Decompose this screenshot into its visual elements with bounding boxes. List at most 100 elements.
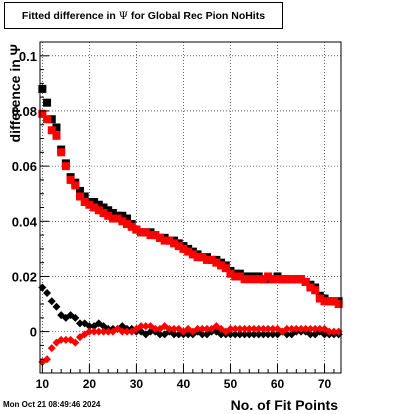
y-tick-label: 0.06	[12, 159, 37, 174]
data-point	[245, 275, 254, 284]
data-point	[264, 272, 273, 281]
tick-labels: 10 20 30 40 50 60 70 0 0.02 0.04 0.06 0.08 0.1	[12, 49, 332, 391]
y-tick-label: 0.02	[12, 269, 37, 284]
data-point	[47, 344, 56, 353]
data-point	[127, 222, 136, 231]
data-point	[282, 324, 291, 333]
data-point	[329, 297, 338, 306]
data-point	[287, 275, 296, 284]
data-point	[202, 255, 211, 264]
data-point	[217, 261, 226, 270]
data-point	[254, 324, 263, 333]
data-point	[297, 275, 306, 284]
axis-ticks	[40, 41, 335, 374]
data-point	[264, 324, 273, 333]
data-point	[123, 214, 132, 223]
data-point	[85, 327, 94, 336]
data-point	[259, 324, 268, 333]
series-1	[38, 84, 343, 306]
data-point	[155, 330, 164, 339]
data-point	[47, 126, 56, 135]
data-point	[315, 294, 324, 303]
data-point	[259, 330, 268, 339]
data-point	[170, 324, 179, 333]
data-point	[85, 200, 94, 209]
data-point	[151, 231, 160, 240]
data-point	[231, 324, 240, 333]
data-point	[52, 302, 61, 311]
data-point	[188, 250, 197, 259]
data-point	[75, 319, 84, 328]
data-point	[38, 109, 47, 118]
data-point	[123, 220, 132, 229]
data-point	[80, 197, 89, 206]
data-point	[193, 253, 202, 262]
chart-title-box: Fitted difference in Ψ for Global Rec Pi…	[4, 2, 283, 29]
data-point	[231, 330, 240, 339]
x-tick-label: 10	[36, 377, 50, 391]
data-point	[254, 275, 263, 284]
data-point	[123, 327, 132, 336]
y-tick-label: 0.1	[19, 49, 37, 64]
data-point	[61, 162, 70, 171]
data-point	[137, 322, 146, 331]
x-tick-label: 70	[318, 377, 332, 391]
data-point	[57, 148, 66, 157]
data-point	[113, 214, 122, 223]
data-point	[151, 324, 160, 333]
chart-title-prefix: Fitted difference in	[21, 10, 119, 22]
data-point	[43, 98, 52, 107]
data-point	[90, 197, 99, 206]
data-point	[235, 324, 244, 333]
data-point	[90, 203, 99, 212]
data-point	[71, 313, 80, 322]
data-point	[47, 115, 56, 124]
data-point	[249, 324, 258, 333]
data-point	[71, 338, 80, 347]
data-point	[249, 330, 258, 339]
x-tick-label: 60	[271, 377, 285, 391]
data-point	[221, 264, 230, 273]
data-point	[273, 275, 282, 284]
data-point	[268, 275, 277, 284]
data-point	[118, 217, 127, 226]
data-point	[259, 275, 268, 284]
data-point	[137, 228, 146, 237]
data-point	[240, 275, 249, 284]
data-point	[104, 327, 113, 336]
data-point	[245, 330, 254, 339]
data-point	[235, 330, 244, 339]
data-point	[170, 239, 179, 248]
data-point	[198, 253, 207, 262]
data-point	[292, 275, 301, 284]
chart-title: Fitted difference in Ψ for Global Rec Pi…	[5, 10, 282, 22]
data-point	[47, 297, 56, 306]
data-point	[287, 324, 296, 333]
x-tick-label: 50	[224, 377, 238, 391]
x-tick-label: 30	[130, 377, 144, 391]
data-point	[146, 231, 155, 240]
y-tick-label: 0	[30, 325, 37, 340]
data-point	[155, 233, 164, 242]
data-point	[104, 206, 113, 215]
data-point	[75, 186, 84, 195]
data-point	[38, 84, 47, 93]
data-point	[179, 244, 188, 253]
data-point	[108, 214, 117, 223]
data-point	[292, 324, 301, 333]
data-point	[75, 192, 84, 201]
data-point	[306, 283, 315, 292]
data-point	[245, 324, 254, 333]
data-point	[160, 236, 169, 245]
series-4	[38, 322, 343, 366]
x-tick-label: 20	[83, 377, 97, 391]
data-point	[226, 324, 235, 333]
data-point	[226, 269, 235, 278]
data-point	[170, 330, 179, 339]
data-point	[43, 355, 52, 364]
data-point	[184, 247, 193, 256]
x-tick-label: 40	[177, 377, 191, 391]
timestamp: Mon Oct 21 08:49:46 2024	[3, 400, 101, 409]
data-point	[202, 324, 211, 333]
data-point	[325, 327, 334, 336]
